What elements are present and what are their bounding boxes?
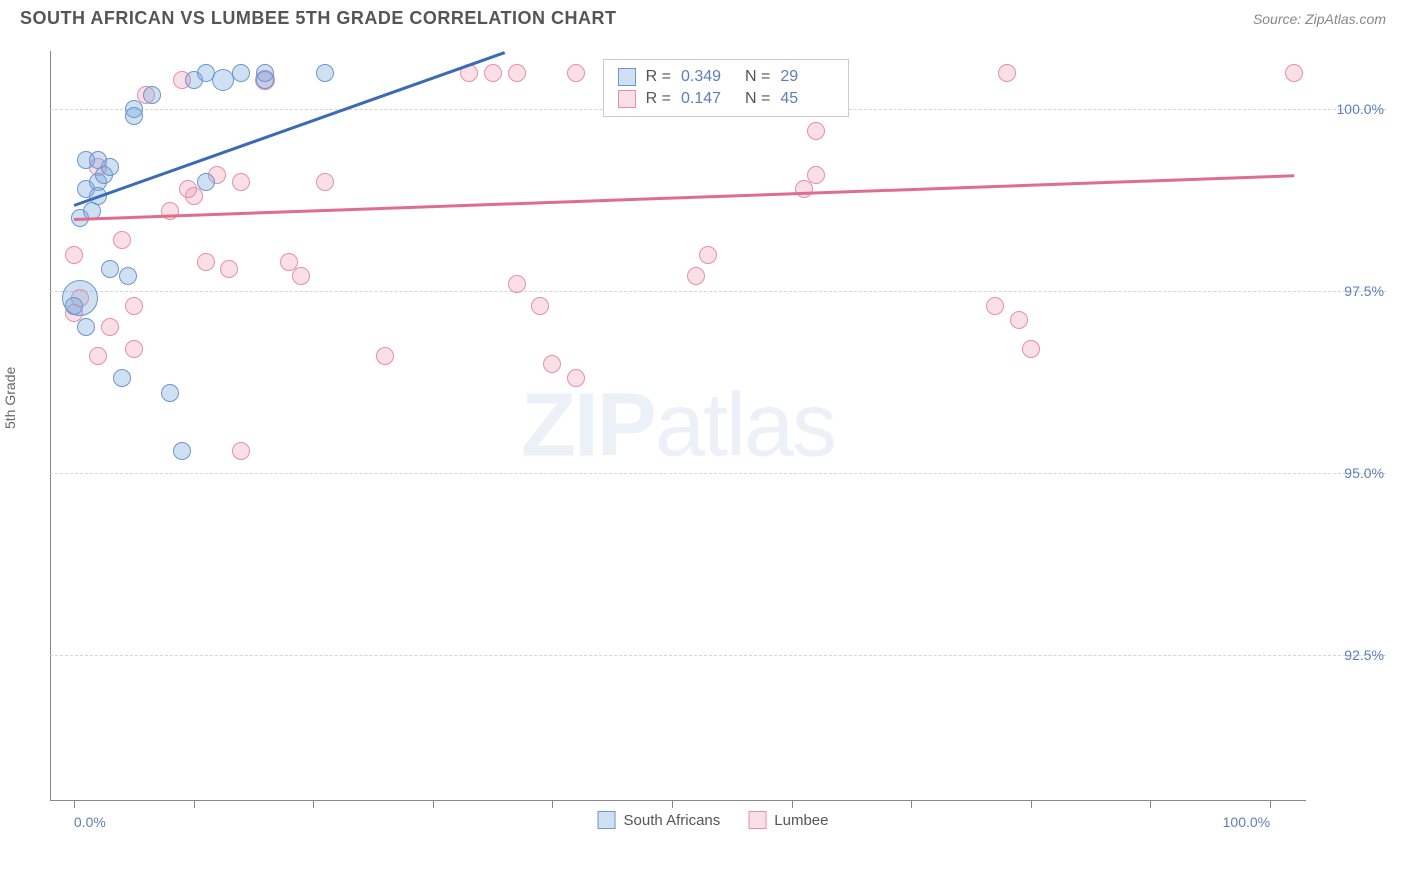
- x-tick: [552, 800, 553, 808]
- gridline: [50, 473, 1386, 474]
- lumbee-point: [795, 180, 813, 198]
- south-african-point: [77, 318, 95, 336]
- lumbee-point: [1010, 311, 1028, 329]
- lumbee-point: [89, 347, 107, 365]
- chart-header: SOUTH AFRICAN VS LUMBEE 5TH GRADE CORREL…: [0, 0, 1406, 41]
- lumbee-point: [699, 246, 717, 264]
- lumbee-point: [292, 267, 310, 285]
- pink-swatch: [748, 811, 766, 829]
- lumbee-regression-line: [74, 175, 1294, 221]
- x-tick: [792, 800, 793, 808]
- plot-area: ZIPatlas R =0.349N =29R =0.147N =45 100.…: [50, 51, 1306, 801]
- lumbee-point: [531, 297, 549, 315]
- lumbee-point: [1022, 340, 1040, 358]
- lumbee-point: [220, 260, 238, 278]
- south-african-point: [65, 297, 83, 315]
- lumbee-point: [125, 340, 143, 358]
- lumbee-point: [125, 297, 143, 315]
- lumbee-point: [543, 355, 561, 373]
- south-african-point: [173, 442, 191, 460]
- x-tick: [74, 800, 75, 808]
- x-tick-label: 100.0%: [1223, 814, 1270, 830]
- x-tick: [313, 800, 314, 808]
- legend-r-value: 0.349: [681, 68, 735, 86]
- legend-stats-box: R = 0.349 N = 29 R = 0.147 N = 45: [603, 59, 850, 117]
- source-attribution: Source: ZipAtlas.com: [1253, 11, 1386, 27]
- legend-n-value: 29: [780, 68, 834, 86]
- watermark: ZIPatlas: [521, 374, 835, 477]
- watermark-bold: ZIP: [521, 375, 655, 475]
- gridline: [50, 655, 1386, 656]
- south-african-point: [161, 384, 179, 402]
- south-african-point: [212, 69, 234, 91]
- south-african-point: [125, 107, 143, 125]
- legend-bottom-label: South Africans: [624, 812, 721, 829]
- blue-swatch: [618, 68, 636, 86]
- lumbee-point: [316, 173, 334, 191]
- legend-r-label: R =: [646, 68, 671, 86]
- legend-bottom: South Africans Lumbee: [598, 811, 829, 829]
- lumbee-point: [807, 166, 825, 184]
- y-tick-label: 97.5%: [1314, 283, 1384, 299]
- x-tick: [194, 800, 195, 808]
- south-african-point: [113, 369, 131, 387]
- south-african-point: [143, 86, 161, 104]
- x-tick: [1270, 800, 1271, 808]
- gridline: [50, 291, 1386, 292]
- chart-title: SOUTH AFRICAN VS LUMBEE 5TH GRADE CORREL…: [20, 8, 617, 29]
- y-tick-label: 100.0%: [1314, 101, 1384, 117]
- lumbee-point: [484, 64, 502, 82]
- south-african-regression-line: [74, 51, 505, 206]
- lumbee-point: [508, 64, 526, 82]
- lumbee-point: [376, 347, 394, 365]
- south-african-point: [89, 151, 107, 169]
- legend-r-value: 0.147: [681, 90, 735, 108]
- lumbee-point: [197, 253, 215, 271]
- lumbee-point: [232, 173, 250, 191]
- south-african-point: [119, 267, 137, 285]
- south-african-point: [101, 260, 119, 278]
- chart-wrapper: 5th Grade ZIPatlas R =0.349N =29R =0.147…: [40, 41, 1386, 841]
- lumbee-point: [101, 318, 119, 336]
- south-african-point: [232, 64, 250, 82]
- lumbee-point: [567, 64, 585, 82]
- legend-n-label: N =: [745, 90, 770, 108]
- lumbee-point: [986, 297, 1004, 315]
- blue-swatch: [598, 811, 616, 829]
- x-tick: [672, 800, 673, 808]
- legend-stat-row: R = 0.147 N = 45: [618, 88, 835, 110]
- y-axis-line: [50, 51, 51, 800]
- legend-stat-row: R = 0.349 N = 29: [618, 66, 835, 88]
- lumbee-point: [179, 180, 197, 198]
- legend-n-label: N =: [745, 68, 770, 86]
- lumbee-point: [807, 122, 825, 140]
- y-axis-label: 5th Grade: [2, 367, 18, 429]
- y-tick-label: 95.0%: [1314, 465, 1384, 481]
- lumbee-point: [567, 369, 585, 387]
- south-african-point: [197, 173, 215, 191]
- lumbee-point: [508, 275, 526, 293]
- x-tick: [911, 800, 912, 808]
- x-tick: [1150, 800, 1151, 808]
- lumbee-point: [232, 442, 250, 460]
- lumbee-point: [998, 64, 1016, 82]
- y-tick-label: 92.5%: [1314, 647, 1384, 663]
- legend-bottom-label: Lumbee: [774, 812, 828, 829]
- lumbee-point: [1285, 64, 1303, 82]
- pink-swatch: [618, 90, 636, 108]
- x-tick: [1031, 800, 1032, 808]
- legend-bottom-item: South Africans: [598, 811, 721, 829]
- x-tick: [433, 800, 434, 808]
- watermark-light: atlas: [655, 375, 835, 475]
- south-african-point: [316, 64, 334, 82]
- lumbee-point: [687, 267, 705, 285]
- lumbee-point: [65, 246, 83, 264]
- legend-n-value: 45: [780, 90, 834, 108]
- lumbee-point: [113, 231, 131, 249]
- legend-bottom-item: Lumbee: [748, 811, 828, 829]
- legend-r-label: R =: [646, 90, 671, 108]
- south-african-point: [256, 64, 274, 82]
- x-tick-label: 0.0%: [74, 814, 106, 830]
